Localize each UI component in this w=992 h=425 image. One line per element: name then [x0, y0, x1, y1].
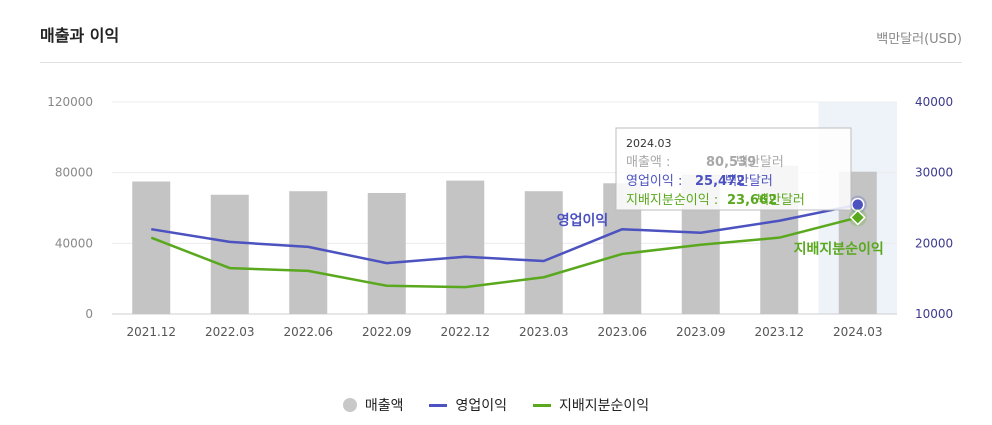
revenue-bar: [367, 192, 406, 314]
chart-title: 매출과 이익: [40, 26, 120, 45]
x-axis-tick: 2024.03: [833, 325, 883, 339]
tooltip-row-value: 23,662: [727, 193, 777, 208]
tooltip-row-label: 영업이익 :: [626, 174, 682, 189]
tooltip-row-value: 25,472: [695, 174, 745, 189]
legend-revenue-dot-icon: [342, 398, 357, 412]
tooltip-row-unit: 백만달러: [736, 155, 784, 170]
x-axis-tick: 2022.06: [283, 325, 333, 339]
right-axis-tick: 20000: [915, 236, 953, 250]
revenue-bar: [132, 181, 171, 314]
header-divider: [40, 62, 962, 63]
unit-label: 백만달러(USD): [876, 32, 962, 47]
legend-item-net-income[interactable]: 지배지분순이익: [533, 395, 649, 415]
legend-net-line-icon: [533, 403, 551, 407]
tooltip-row-label: 지배지분순이익 :: [626, 193, 718, 208]
legend-revenue-label: 매출액: [364, 398, 404, 414]
tooltip-box: [615, 127, 852, 211]
legend-item-operating-profit[interactable]: 영업이익: [429, 395, 507, 415]
legend-op-label: 영업이익: [455, 398, 507, 414]
net-series-label: 지배지분순이익: [794, 240, 884, 257]
tooltip-row-unit: 백만달러: [725, 174, 773, 189]
legend-op-line-icon: [429, 403, 448, 407]
x-axis-tick: 2022.12: [440, 325, 490, 339]
left-axis-tick: 80000: [55, 166, 93, 180]
revenue-bar: [289, 191, 328, 314]
legend-net-label: 지배지분순이익: [559, 398, 650, 414]
x-axis-tick: 2022.09: [362, 325, 412, 339]
operating-profit-line: [151, 203, 859, 265]
tooltip-row-unit: 백만달러: [757, 193, 805, 208]
chart-legend: 매출액 영업이익 지배지분순이익: [0, 395, 992, 415]
left-axis-tick: 120000: [47, 95, 93, 109]
right-axis-tick: 30000: [915, 166, 953, 180]
left-axis-tick: 40000: [55, 236, 93, 250]
right-axis-tick: 40000: [915, 95, 953, 109]
net-income-line: [150, 216, 859, 289]
left-axis-tick: 0: [85, 307, 93, 321]
legend-item-revenue[interactable]: 매출액: [342, 395, 404, 415]
right-axis-tick: 10000: [915, 307, 953, 321]
x-axis-tick: 2022.03: [205, 325, 255, 339]
x-axis-tick: 2023.06: [597, 325, 647, 339]
revenue-bar: [524, 191, 563, 314]
tooltip-period: 2024.03: [626, 137, 672, 150]
tooltip-row-value: 80,539: [706, 155, 756, 170]
net-marker: [849, 209, 866, 226]
revenue-bar: [446, 180, 485, 314]
x-axis-tick: 2023.03: [519, 325, 569, 339]
x-axis-tick: 2023.09: [676, 325, 726, 339]
op-series-label: 영업이익: [557, 212, 609, 229]
tooltip-row-label: 매출액 :: [626, 155, 670, 170]
x-axis-tick: 2023.12: [754, 325, 804, 339]
x-axis-tick: 2021.12: [126, 325, 176, 339]
revenue-bar: [210, 194, 249, 314]
